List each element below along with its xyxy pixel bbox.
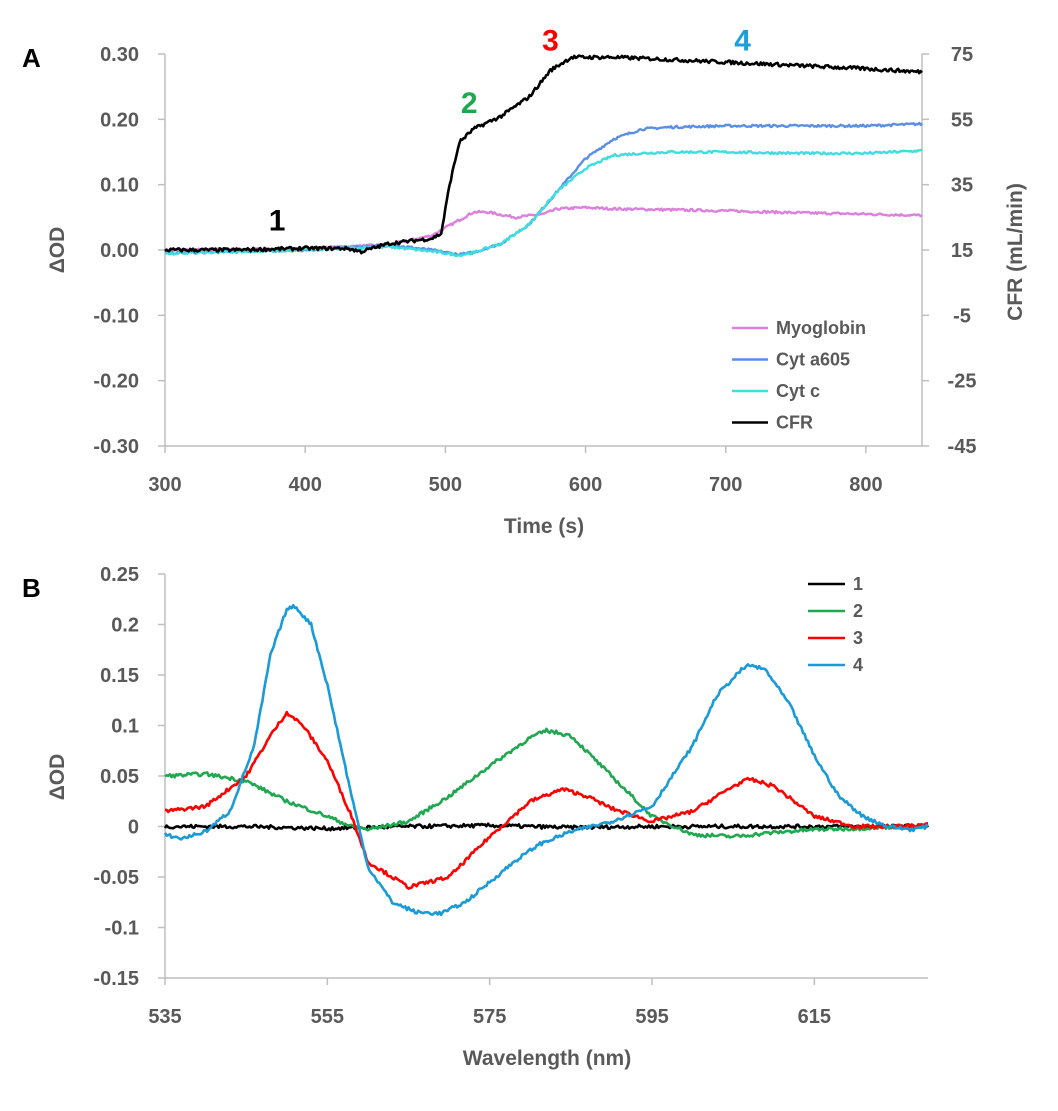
a-y2-axis-label: CFR (mL/min)	[1004, 183, 1027, 321]
b-x-axis-ticks: 535 555 575 595 615	[148, 978, 831, 1028]
a-y-tick-label: -0.30	[93, 436, 139, 458]
b-x-tick-label: 535	[148, 1006, 181, 1028]
a-y-tick-label: 0.10	[100, 175, 139, 197]
a-legend-label: Cyt a605	[776, 350, 850, 370]
a-legend-label: Cyt c	[776, 381, 820, 401]
a-y-axis-ticks: 0.30 0.20 0.10 0.00 -0.10 -0.20 -0.30	[93, 44, 165, 458]
a-y2-tick-label: -25	[948, 371, 977, 393]
a-y-tick-label: 0.30	[100, 44, 139, 66]
a-x-tick-label: 800	[849, 474, 882, 496]
a-y-axis-label: ΔOD	[46, 227, 69, 274]
b-y-tick-label: 0.25	[100, 564, 139, 586]
b-y-tick-label: 0	[128, 817, 139, 839]
a-legend-label: Myoglobin	[776, 318, 866, 338]
b-legend-label: 1	[853, 574, 863, 594]
a-x-tick-label: 600	[569, 474, 602, 496]
a-y2-tick-label: 35	[951, 175, 973, 197]
a-series-group	[163, 54, 923, 258]
a-stage-marker-1: 1	[269, 204, 286, 237]
b-series-line-4	[163, 603, 929, 917]
b-legend-label: 4	[853, 655, 863, 675]
chart-panel-a: 0.300.200.100.00-0.10-0.20-0.30 75553515…	[46, 25, 1027, 538]
b-series-group	[163, 603, 930, 917]
b-y-axis-ticks: 0.25 0.2 0.15 0.1 0.05 0 -0.05 -0.1 -0.15	[93, 564, 165, 990]
panel-a-label: A	[22, 43, 41, 73]
a-x-tick-label: 500	[429, 474, 462, 496]
a-y-tick-label: 0.00	[100, 240, 139, 262]
a-stage-markers: 1 2 3 4	[269, 25, 751, 238]
panel-b-label: B	[22, 573, 41, 603]
a-y2-tick-label: -5	[953, 305, 971, 327]
b-x-tick-label: 575	[473, 1006, 506, 1028]
b-series-line-2	[164, 727, 929, 839]
b-legend-label: 2	[853, 601, 863, 621]
a-x-axis-label: Time (s)	[504, 515, 584, 538]
a-y2-axis-ticks: 75 55 35 15 -5 -25 -45	[922, 44, 976, 458]
b-y-tick-label: 0.05	[100, 766, 139, 788]
a-y2-tick-label: -45	[948, 436, 977, 458]
b-y-tick-label: 0.15	[100, 665, 139, 687]
a-legend-label: CFR	[776, 413, 813, 433]
chart-panel-b: 0.25 0.2 0.15 0.1 0.05 0 -0.05 -0.1 -0.15 535 555…	[46, 564, 930, 1070]
a-legend: Myoglobin Cyt a605 Cyt c CFR	[732, 318, 866, 433]
a-stage-marker-4: 4	[734, 25, 751, 58]
b-x-tick-label: 615	[798, 1006, 831, 1028]
b-x-axis-label: Wavelength (nm)	[463, 1047, 631, 1070]
b-legend: 1 2 3 4	[808, 574, 863, 675]
a-stage-marker-3: 3	[542, 25, 559, 58]
a-x-tick-label: 400	[288, 474, 321, 496]
a-y2-tick-label: 55	[951, 109, 973, 131]
a-y2-tick-label: 15	[951, 240, 973, 262]
a-y-tick-label: -0.20	[93, 371, 139, 393]
b-series-line-1	[163, 822, 930, 832]
b-x-tick-label: 555	[311, 1006, 344, 1028]
a-series-line-cfr	[164, 54, 923, 255]
a-series-line-cyt-c	[164, 148, 923, 258]
b-y-tick-label: -0.1	[105, 918, 139, 940]
b-y-axis-label: ΔOD	[46, 754, 69, 801]
a-x-tick-label: 700	[709, 474, 742, 496]
b-y-tick-label: -0.05	[93, 867, 139, 889]
b-legend-label: 3	[853, 628, 863, 648]
a-y-tick-label: -0.10	[93, 305, 139, 327]
b-y-tick-label: 0.2	[111, 615, 139, 637]
a-x-axis-ticks: 300 400 500 600 700 800	[148, 446, 883, 496]
b-y-tick-label: 0.1	[111, 716, 139, 738]
a-y-tick-label: 0.20	[100, 109, 139, 131]
b-series-line-3	[165, 710, 929, 890]
a-x-tick-label: 300	[148, 474, 181, 496]
a-stage-marker-2: 2	[461, 87, 478, 120]
a-y2-tick-label: 75	[951, 44, 973, 66]
b-x-tick-label: 595	[635, 1006, 668, 1028]
b-y-tick-label: -0.15	[93, 968, 139, 990]
